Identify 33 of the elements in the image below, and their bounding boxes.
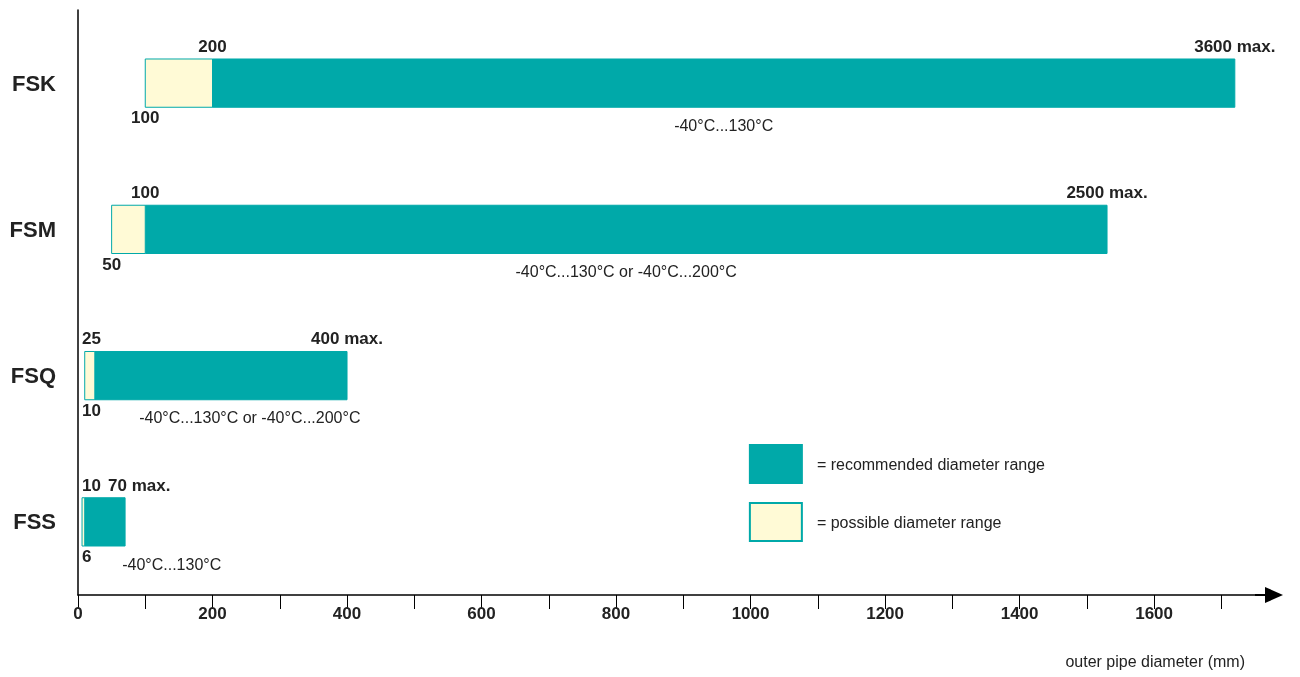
x-tick-label: 400 [332,604,362,623]
annotation: 3600 max. [1194,36,1276,56]
annotation: 100 [131,108,160,128]
annotation: 6 [82,547,92,567]
annotation: -40°C...130°C or -40°C...200°C [139,409,361,427]
annotation: 2500 max. [1066,183,1148,203]
annotation: 25 [82,329,101,349]
annotation: 70 max. [108,475,171,495]
legend-label: = possible diameter range [816,513,1002,531]
y-tick-label: FSM [9,216,56,242]
annotation: 10 [82,475,101,495]
x-tick-label: 1400 [1000,604,1039,623]
x-tick-label: 800 [601,604,631,623]
annotation: 10 [82,400,101,420]
x-axis-title: outer pipe diameter (mm) [1065,652,1246,670]
legend-label: = recommended diameter range [816,455,1046,473]
annotation: 400 max. [311,329,383,349]
annotation: 100 [131,183,160,203]
y-tick-label: FSS [13,509,56,535]
bar [84,497,126,547]
annotation: -40°C...130°C or -40°C...200°C [515,263,737,281]
annotation: -40°C...130°C [122,555,222,573]
annotation: 50 [102,254,122,274]
x-tick-label: 1000 [731,604,770,623]
x-tick-label: 200 [198,604,227,623]
x-tick-label: 600 [467,604,496,623]
x-tick-label: 0 [73,604,83,623]
annotation: -40°C...130°C [674,116,774,134]
x-tick-label: 1600 [1135,604,1174,623]
y-tick-label: FSK [12,70,57,96]
annotation: 200 [198,36,227,56]
x-tick-label: 1200 [866,604,904,623]
y-tick-label: FSQ [10,363,56,389]
